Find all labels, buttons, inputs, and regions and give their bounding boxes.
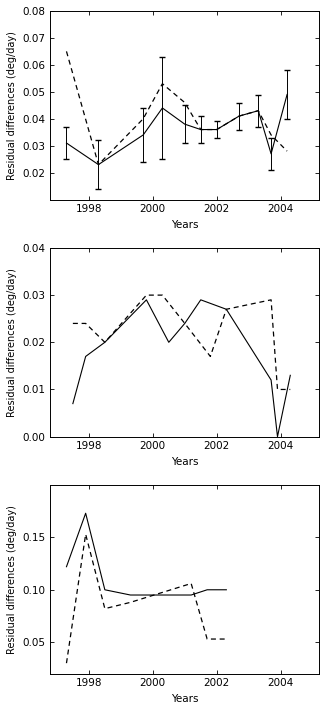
- Y-axis label: Residual differences (deg/day): Residual differences (deg/day): [7, 31, 17, 180]
- X-axis label: Years: Years: [171, 457, 199, 467]
- X-axis label: Years: Years: [171, 220, 199, 230]
- Y-axis label: Residual differences (deg/day): Residual differences (deg/day): [7, 505, 17, 653]
- X-axis label: Years: Years: [171, 694, 199, 704]
- Y-axis label: Residual differences (deg/day): Residual differences (deg/day): [7, 268, 17, 417]
